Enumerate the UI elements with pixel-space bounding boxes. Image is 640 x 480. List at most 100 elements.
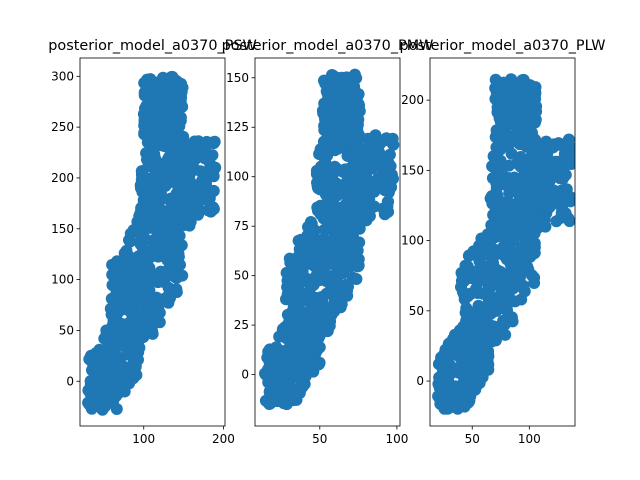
data-point <box>555 206 568 219</box>
data-point <box>131 264 144 277</box>
data-point <box>529 133 541 146</box>
data-point <box>91 364 104 377</box>
data-point <box>516 247 529 260</box>
scatter-points <box>82 70 222 416</box>
data-point <box>129 360 142 373</box>
data-point <box>493 139 506 152</box>
data-point <box>472 323 484 336</box>
y-tick-label: 150 <box>401 163 424 177</box>
data-point <box>505 311 518 324</box>
data-point <box>525 81 538 94</box>
data-point <box>465 287 478 300</box>
data-point <box>290 288 303 301</box>
data-point <box>173 146 186 159</box>
data-point <box>112 277 125 290</box>
data-point <box>112 286 125 299</box>
data-point <box>323 319 336 332</box>
data-point <box>564 195 575 208</box>
data-point <box>497 101 510 114</box>
data-point <box>517 111 530 123</box>
data-point <box>175 184 188 197</box>
data-point <box>470 368 483 380</box>
data-point <box>120 332 132 345</box>
data-point <box>139 103 152 116</box>
data-point <box>495 119 508 132</box>
chart-panel-3: 50 100 0 50 100 150 200 posterior_model_a0370_P… <box>399 38 605 446</box>
data-point <box>339 74 352 87</box>
data-point <box>352 259 365 272</box>
data-point <box>530 105 543 118</box>
data-point <box>141 73 154 86</box>
data-point <box>440 356 453 369</box>
scatter-points <box>432 73 575 415</box>
data-point <box>464 272 476 284</box>
chart-title: posterior_model_a0370_PMW <box>222 38 434 54</box>
data-point <box>117 372 130 385</box>
data-point <box>269 360 281 373</box>
data-point <box>176 81 189 94</box>
data-point <box>538 172 551 185</box>
y-tick-label: 50 <box>409 304 424 318</box>
data-point <box>126 279 139 292</box>
data-point <box>550 185 563 198</box>
data-point <box>173 120 186 133</box>
data-point <box>565 158 575 170</box>
data-point <box>528 212 541 225</box>
data-point <box>323 235 336 248</box>
data-point <box>559 168 572 181</box>
data-point <box>285 372 298 385</box>
data-point <box>262 351 275 364</box>
data-point <box>527 195 540 207</box>
data-point <box>312 262 325 275</box>
y-tick-label: 100 <box>226 170 249 184</box>
data-point <box>134 214 147 227</box>
data-point <box>444 337 457 349</box>
data-point <box>503 138 515 151</box>
data-point <box>111 255 124 268</box>
data-point <box>207 202 220 215</box>
data-point <box>301 356 314 369</box>
data-point <box>543 201 556 214</box>
data-point <box>281 361 294 374</box>
data-point <box>486 335 498 348</box>
chart-panel-2: 50 100 0 25 50 75 100 125 150 posterior_model_a03… <box>222 38 434 446</box>
data-point <box>342 280 354 293</box>
data-point <box>493 170 506 183</box>
data-point <box>502 172 515 184</box>
data-point <box>313 274 326 287</box>
data-point <box>313 358 325 371</box>
data-point <box>476 301 489 314</box>
data-point <box>547 141 560 154</box>
data-point <box>176 100 189 113</box>
data-point <box>320 188 333 201</box>
data-point <box>174 258 186 271</box>
data-point <box>518 169 531 181</box>
data-point <box>328 111 341 124</box>
data-point <box>318 107 331 119</box>
data-point <box>151 245 164 258</box>
data-point <box>107 345 120 358</box>
data-point <box>165 94 178 107</box>
data-point <box>143 284 156 297</box>
data-point <box>443 368 456 381</box>
data-point <box>176 269 189 282</box>
axes-frame <box>79 57 226 427</box>
data-point <box>381 200 394 213</box>
data-point <box>305 243 318 255</box>
y-tick-label: 0 <box>416 374 424 388</box>
data-point <box>302 328 315 340</box>
data-point <box>107 324 120 336</box>
data-point <box>149 203 162 216</box>
data-point <box>156 80 169 93</box>
data-point <box>387 172 399 185</box>
data-point <box>201 191 214 204</box>
data-point <box>137 311 150 324</box>
data-point <box>311 201 324 214</box>
data-point <box>512 265 525 278</box>
data-point <box>100 359 113 372</box>
data-point <box>432 390 445 403</box>
data-point <box>324 245 337 258</box>
data-point <box>517 279 530 292</box>
data-point <box>516 92 528 105</box>
chart-title: posterior_model_a0370_PSW <box>48 38 256 54</box>
